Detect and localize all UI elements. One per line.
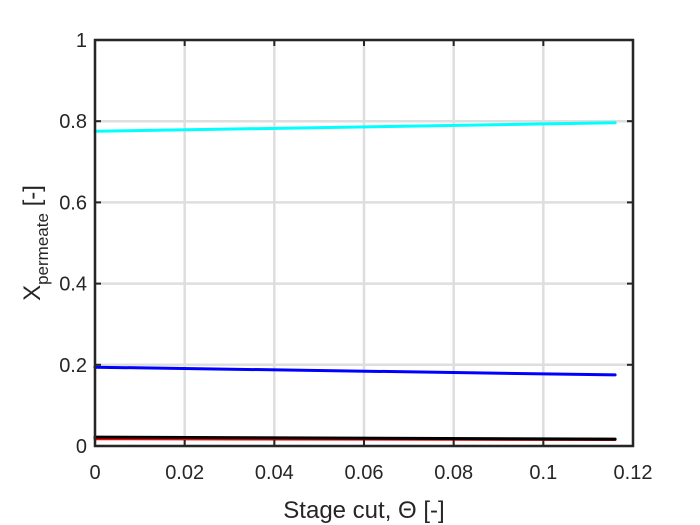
y-tick-label: 0.6	[59, 192, 87, 214]
y-tick-label: 0.8	[59, 111, 87, 133]
y-axis-label: Xpermeate [-]	[19, 185, 52, 301]
x-tick-label: 0.04	[255, 462, 294, 484]
y-axis-label-base: X	[19, 285, 46, 301]
y-tick-label: 0	[76, 436, 87, 458]
y-tick-label: 1	[76, 30, 87, 52]
y-axis-label-subscript: permeate	[33, 213, 52, 285]
x-tick-label: 0.06	[345, 462, 384, 484]
x-tick-label: 0.08	[434, 462, 473, 484]
y-tick-label: 0.4	[59, 274, 87, 296]
x-tick-label: 0.12	[614, 462, 653, 484]
series-lines	[93, 121, 617, 441]
x-tick-labels: 0 0.02 0.04 0.06 0.08 0.1 0.12	[89, 462, 652, 484]
axis-ticks	[94, 39, 634, 447]
y-tick-label: 0.2	[59, 355, 87, 377]
x-tick-label: 0	[89, 462, 100, 484]
x-tick-label: 0.02	[165, 462, 204, 484]
x-tick-label: 0.1	[529, 462, 557, 484]
series-line-4	[93, 435, 617, 441]
y-axis-label-unit: [-]	[19, 185, 46, 213]
series-line-2	[93, 365, 617, 377]
series-line-1	[93, 121, 617, 133]
x-axis-label: Stage cut, Θ [-]	[283, 497, 444, 524]
y-tick-labels: 0 0.2 0.4 0.6 0.8 1	[59, 30, 87, 458]
